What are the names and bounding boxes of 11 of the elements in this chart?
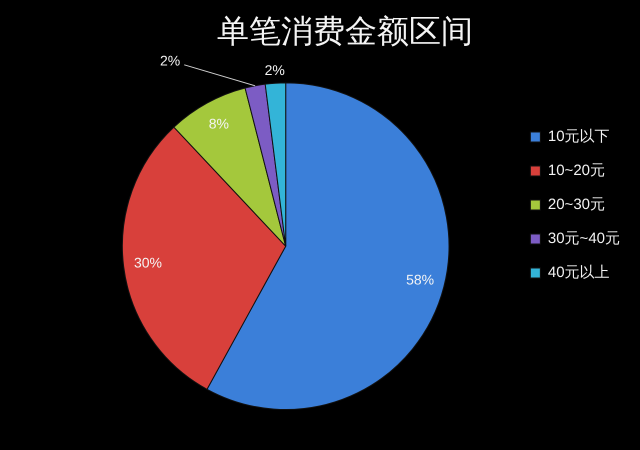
data-label: 8%: [208, 115, 229, 132]
legend-label: 10元以下: [548, 128, 610, 146]
legend-label: 40元以上: [548, 264, 610, 282]
chart-title: 单笔消费金额区间: [217, 13, 473, 50]
data-label: 2%: [264, 62, 285, 78]
legend-label: 20~30元: [548, 196, 606, 214]
legend-label: 30元~40元: [548, 230, 620, 248]
data-label: 58%: [406, 272, 434, 288]
data-label: 30%: [134, 254, 162, 270]
data-label: 2%: [160, 52, 180, 69]
legend-label: 10~20元: [548, 162, 606, 180]
